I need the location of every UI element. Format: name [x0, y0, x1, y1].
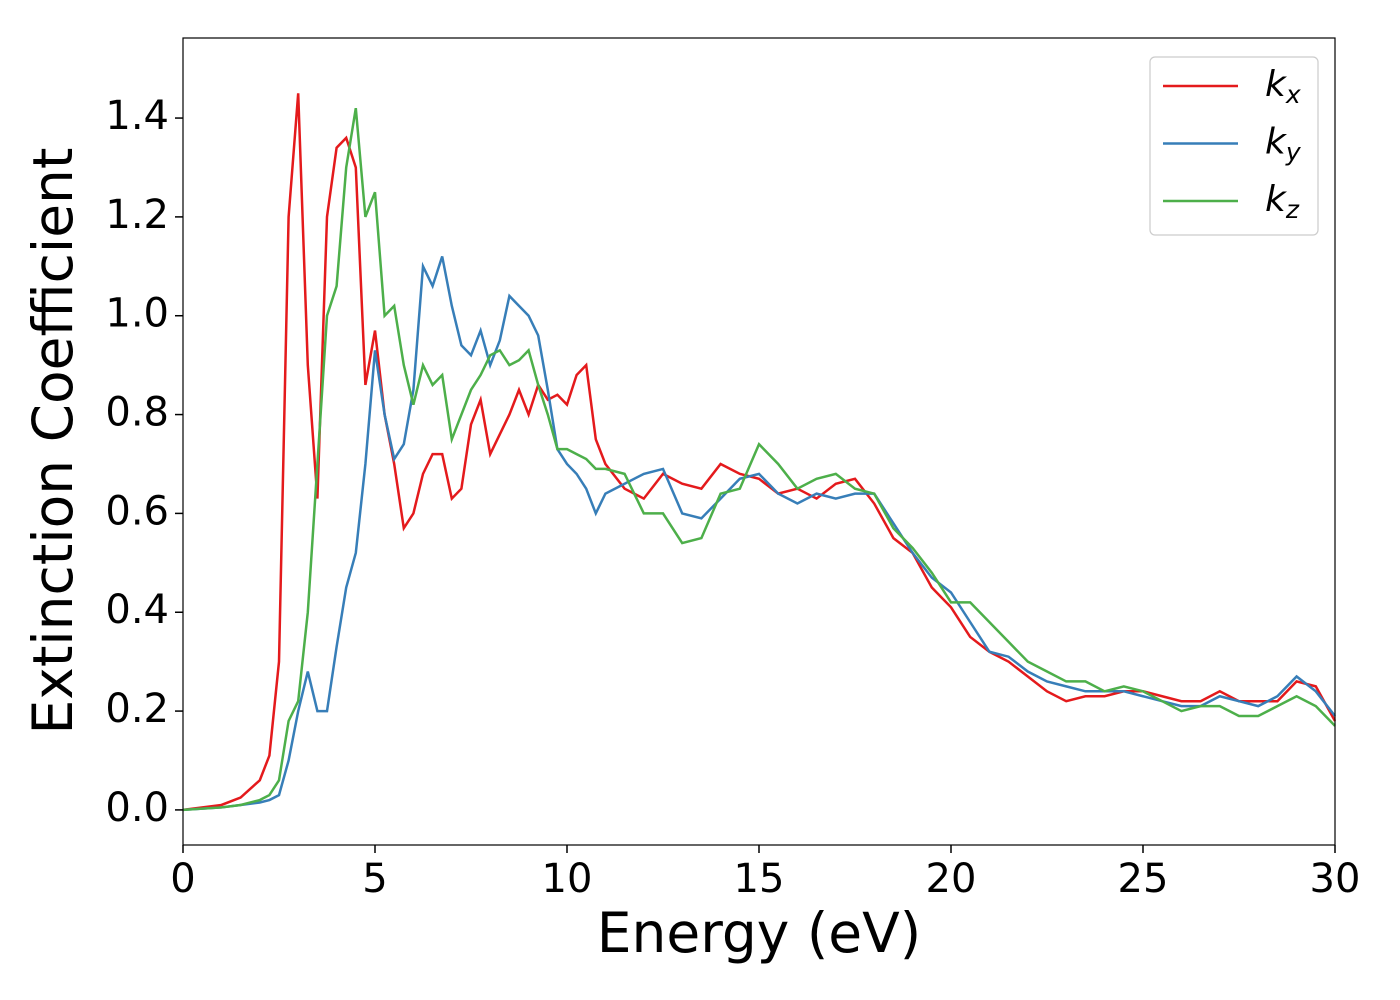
x-tick-label: 20	[926, 856, 977, 902]
legend-box	[1149, 56, 1319, 236]
x-tick-label: 15	[734, 856, 785, 902]
legend: kx ky kz	[1149, 56, 1319, 236]
plot-frame	[182, 37, 1336, 846]
series-line	[182, 256, 1336, 812]
y-tick-label: 0.0	[105, 785, 169, 831]
x-tick-label: 0	[170, 856, 195, 902]
legend-label: kx	[1265, 64, 1301, 109]
x-tick-label: 5	[362, 856, 387, 902]
y-tick-label: 1.4	[105, 93, 169, 139]
x-tick-label: 25	[1118, 856, 1169, 902]
y-tick-label: 1.0	[105, 291, 169, 337]
y-tick-label: 0.2	[105, 686, 169, 732]
y-tick-label: 1.2	[105, 192, 169, 238]
series-line	[182, 107, 1336, 812]
y-tick-label: 0.4	[105, 587, 169, 633]
x-tick-label: 10	[542, 856, 593, 902]
x-tick-label: 30	[1310, 856, 1361, 902]
legend-label: ky	[1265, 122, 1302, 167]
y-tick-label: 0.6	[105, 488, 169, 534]
series-line	[182, 93, 1337, 812]
legend-label: kz	[1265, 179, 1300, 224]
y-axis-label: Extinction Coefficient	[21, 148, 85, 735]
y-tick-label: 0.8	[105, 390, 169, 436]
x-axis-label: Energy (eV)	[597, 901, 921, 965]
